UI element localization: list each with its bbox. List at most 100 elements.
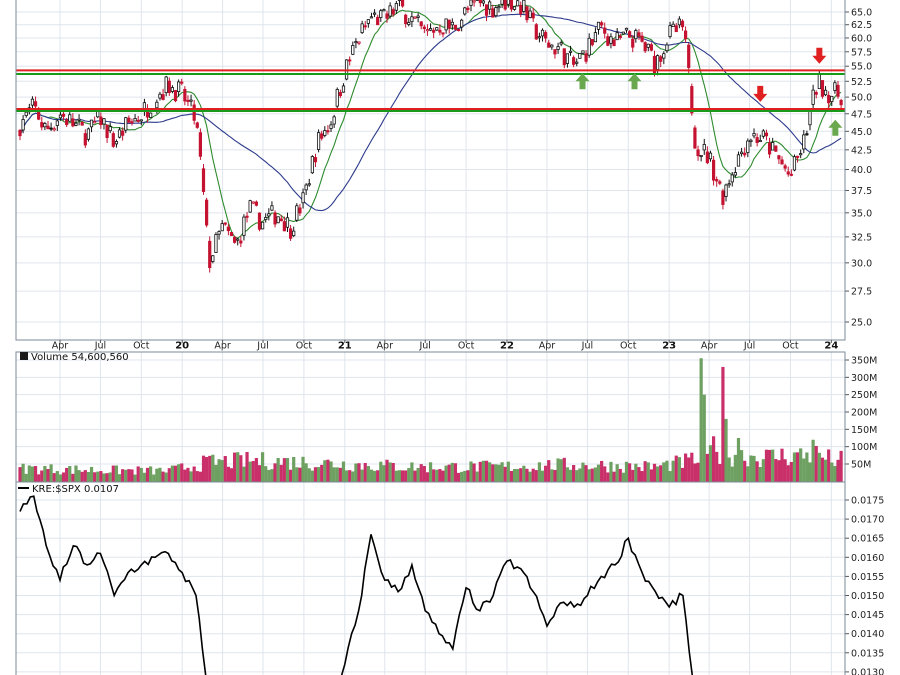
candle-body	[743, 152, 747, 156]
volume-bar	[142, 472, 147, 482]
month-label: Oct	[620, 341, 637, 352]
month-label: Oct	[133, 341, 150, 352]
price-tick-label: 65.0	[851, 8, 872, 19]
volume-bar	[764, 449, 769, 482]
candle-body	[795, 155, 800, 158]
volume-bar	[416, 467, 420, 482]
candle-body	[640, 35, 644, 42]
volume-bar	[777, 460, 781, 482]
volume-bar	[310, 470, 314, 482]
candle-body	[77, 118, 81, 121]
volume-bar	[369, 469, 374, 482]
candle-body	[562, 48, 566, 66]
volume-bar	[77, 470, 81, 482]
volume-bar	[578, 468, 582, 482]
candle-body	[575, 61, 579, 64]
candle-body	[733, 172, 737, 176]
price-tick-label: 27.5	[851, 287, 872, 298]
candle-body	[329, 124, 333, 129]
volume-bar	[460, 471, 464, 482]
volume-bar	[89, 466, 94, 482]
volume-bar	[624, 461, 629, 482]
volume-bar	[108, 472, 112, 482]
volume-bar	[68, 466, 72, 482]
candle-body	[86, 128, 91, 140]
year-label: 24	[824, 341, 838, 352]
volume-bar	[248, 461, 252, 482]
candle-body	[718, 181, 722, 184]
candle-body	[236, 238, 240, 241]
month-label: Apr	[539, 341, 556, 352]
candle-body	[229, 232, 234, 237]
volume-bar	[86, 471, 91, 482]
volume-bar	[335, 467, 339, 482]
candle-body	[391, 9, 395, 15]
candle-body	[494, 7, 498, 17]
volume-bar	[649, 469, 653, 482]
ratio-grid	[16, 482, 845, 675]
volume-bar	[407, 468, 411, 482]
candle-body	[382, 9, 386, 12]
volume-bar	[805, 452, 809, 482]
volume-bar	[466, 470, 470, 482]
candle-body	[435, 27, 439, 31]
volume-bar	[683, 453, 688, 482]
volume-bar	[114, 465, 119, 482]
candle-body	[680, 20, 685, 28]
candle-body	[764, 132, 769, 137]
candle-body	[668, 25, 672, 37]
candle-body	[519, 5, 523, 15]
candle-body	[357, 41, 361, 44]
volume-bar	[245, 451, 249, 482]
volume-bar	[83, 470, 87, 482]
volume-bar	[562, 457, 566, 482]
candle-body	[223, 222, 227, 225]
candle-body	[553, 49, 557, 55]
year-label: 22	[500, 341, 514, 352]
candle-body	[705, 151, 709, 164]
volume-tick-label: 150M	[851, 425, 877, 436]
volume-bar	[397, 470, 402, 482]
candle-body	[183, 88, 187, 102]
candle-body	[792, 156, 797, 171]
volume-bar	[475, 471, 479, 482]
volume-bar	[652, 463, 657, 482]
volume-bar	[279, 464, 283, 482]
candle-body	[130, 121, 134, 124]
candle-body	[354, 41, 358, 44]
candle-body	[316, 132, 321, 150]
candle-body	[559, 42, 563, 45]
volume-bar	[33, 465, 38, 482]
candle-body	[830, 95, 834, 103]
candle-body	[646, 43, 650, 48]
candle-body	[509, 0, 514, 10]
candle-body	[285, 217, 290, 228]
candle-body	[127, 117, 131, 123]
price-axis: 25.0 27.5 30.0 32.5 35.0 37.5 40.0 42.5 45.0 47.5…	[845, 8, 872, 329]
volume-bar	[155, 468, 159, 482]
candle-body	[170, 87, 175, 92]
volume-legend: Volume 54,600,560	[20, 352, 129, 363]
candle-body	[447, 19, 451, 29]
candle-body	[295, 205, 299, 221]
candle-body	[833, 82, 837, 91]
candle-body	[814, 92, 818, 95]
candle-body	[65, 119, 69, 126]
signal-arrows	[575, 47, 843, 136]
ratio-tick-label: 0.0145	[851, 610, 884, 621]
candle-body	[500, 0, 504, 5]
volume-bar	[544, 465, 548, 482]
candle-body	[388, 5, 392, 17]
volume-bar	[711, 436, 716, 482]
volume-bar	[43, 465, 47, 482]
candle-body	[659, 56, 663, 62]
candle-body	[683, 30, 688, 40]
volume-bar	[313, 467, 318, 482]
volume-bar	[127, 469, 131, 482]
volume-bar	[808, 462, 812, 482]
candle-body	[400, 0, 405, 7]
time-axis: Apr Jul Oct 20 Apr Jul Oct 21 Apr Jul Oct 22 Apr Jul O…	[52, 340, 838, 352]
volume-bar	[354, 463, 358, 482]
up-arrow-icon	[828, 119, 843, 136]
volume-bar	[40, 470, 44, 482]
